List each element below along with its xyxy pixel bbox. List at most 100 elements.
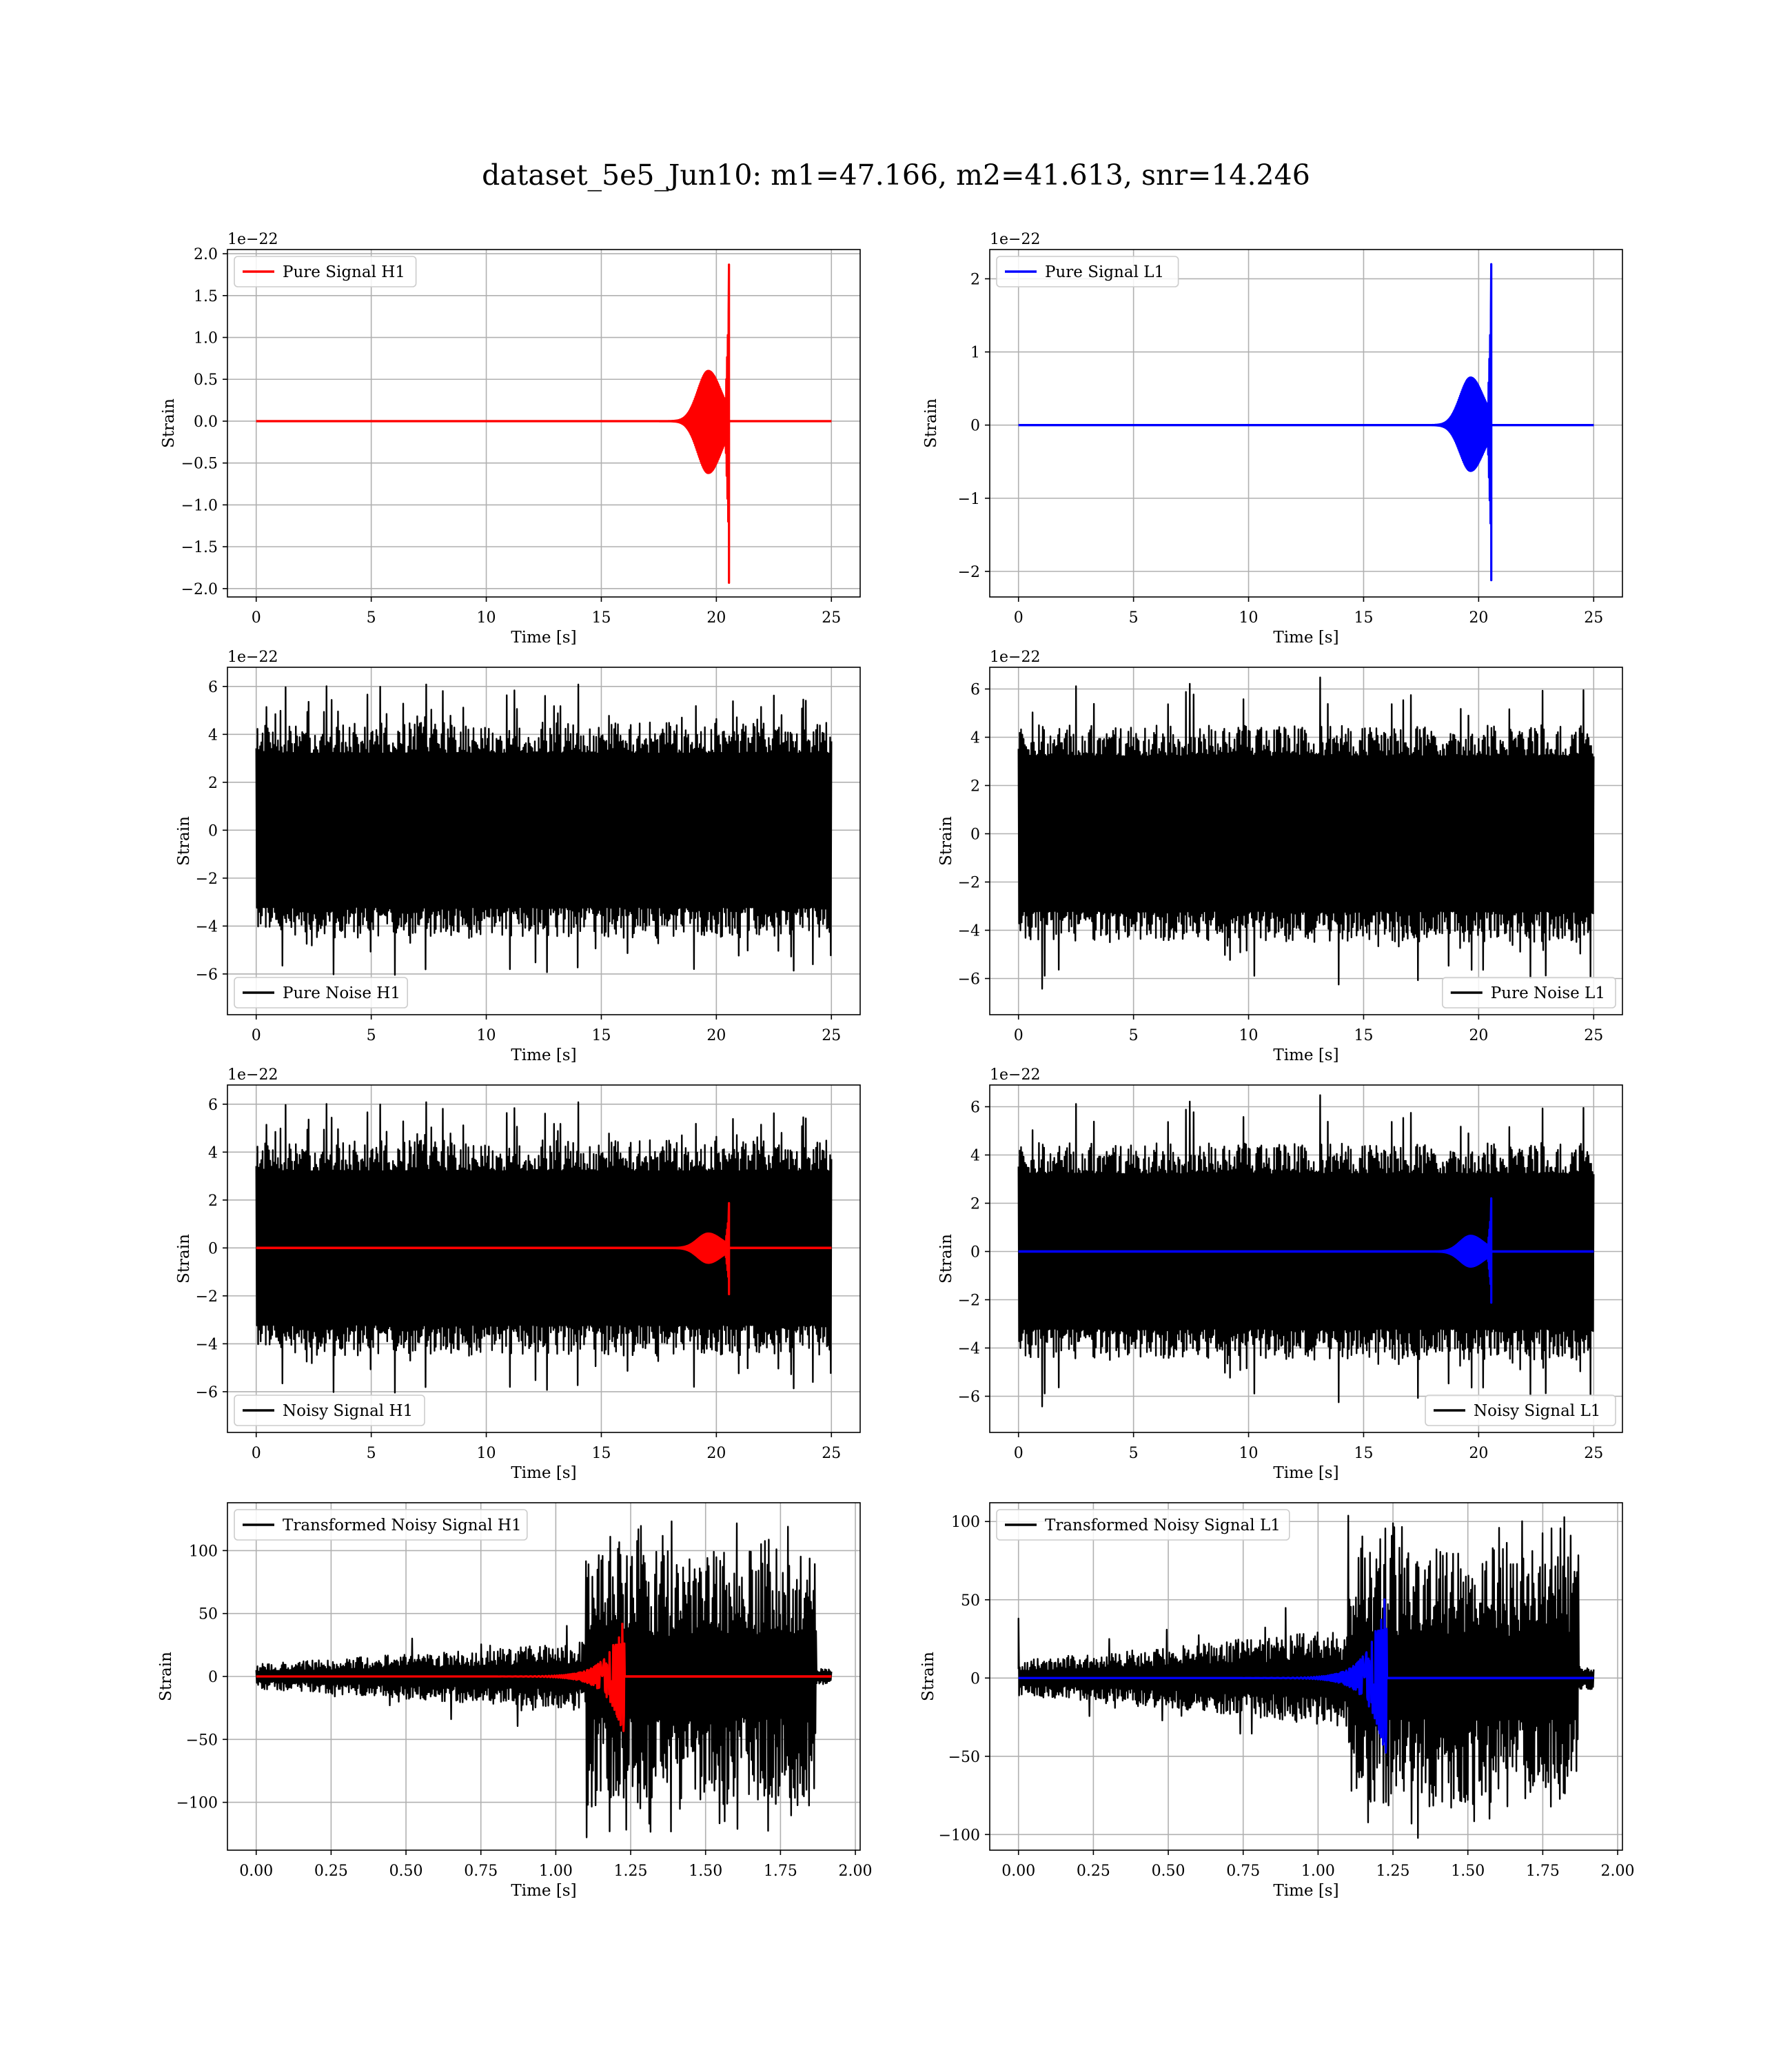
series-line-pure-noise-l1 — [1017, 676, 1595, 990]
y-offset-label: 1e−22 — [990, 1066, 1040, 1084]
x-tick-label: 1.75 — [1526, 1863, 1560, 1880]
series-line-noisy-signal-h1 — [255, 1101, 833, 1394]
y-tick-label: 6 — [208, 679, 218, 696]
legend-label: Pure Signal H1 — [283, 263, 405, 281]
y-tick-label: 2.0 — [194, 246, 218, 263]
x-tick-label: 0.00 — [1001, 1863, 1035, 1880]
legend: Noisy Signal H1 — [234, 1395, 425, 1426]
x-tick-label: 5 — [1129, 609, 1139, 627]
x-tick-label: 1.75 — [764, 1863, 797, 1880]
axes-frame — [989, 249, 1623, 598]
y-axis-label: Strain — [157, 1652, 175, 1701]
x-tick-label: 0.25 — [1077, 1863, 1110, 1880]
y-tick-label: 100 — [189, 1543, 218, 1560]
y-offset-label: 1e−22 — [227, 231, 278, 248]
legend: Transformed Noisy Signal H1 — [234, 1509, 528, 1541]
series-line-transformed-noisy-signal-l1 — [1017, 1514, 1595, 1839]
x-tick-label: 25 — [822, 609, 841, 627]
subplot-noisy-signal-h1: 0 5 10 15 20 25 −6 −4 −2 0 2 4 6 1e−22 Time [s] Strain N… — [175, 1066, 861, 1482]
x-tick-label: 2.00 — [839, 1863, 873, 1880]
plot-area — [1017, 676, 1595, 990]
subplot-grid: 0 5 10 15 20 25−2.0−1.5−1.0−0.50.00.51.01.52.… — [157, 231, 1635, 1900]
x-tick-label: 5 — [367, 1445, 376, 1462]
x-tick-label: 2.00 — [1601, 1863, 1635, 1880]
y-tick-label: −6 — [958, 1389, 980, 1406]
x-tick-label: 25 — [1584, 1445, 1603, 1462]
legend-box — [234, 1509, 528, 1541]
plot-area — [255, 1520, 833, 1838]
x-tick-label: 25 — [1584, 1027, 1603, 1044]
y-axis-label: Strain — [919, 1652, 937, 1701]
y-tick-label: −2 — [196, 1288, 218, 1306]
x-axis-label: Time [s] — [511, 629, 576, 647]
series-line-noisy-signal-l1 — [1017, 1094, 1595, 1408]
y-tick-label: 1 — [970, 345, 980, 362]
legend-label: Pure Noise H1 — [283, 984, 400, 1002]
series-line-pure-noise-h1 — [255, 683, 833, 976]
y-tick-label: 0 — [208, 1240, 218, 1257]
axes-frame — [227, 1084, 861, 1433]
plot-area — [1017, 263, 1595, 582]
legend-box — [996, 256, 1179, 287]
y-tick-label: 0.5 — [194, 372, 218, 389]
y-tick-label: −2.0 — [181, 581, 218, 598]
noise-core — [1018, 756, 1594, 911]
x-tick-label: 0 — [252, 1445, 261, 1462]
x-tick-label: 15 — [1354, 1027, 1373, 1044]
y-tick-label: 6 — [970, 682, 980, 699]
y-axis-label: Strain — [937, 816, 955, 866]
x-axis-label: Time [s] — [511, 1046, 576, 1064]
y-tick-label: 4 — [970, 1148, 980, 1165]
x-tick-label: 20 — [1469, 1027, 1488, 1044]
legend-label: Transformed Noisy Signal L1 — [1045, 1517, 1281, 1534]
noise-core — [256, 753, 832, 907]
legend-box — [234, 977, 408, 1008]
x-tick-label: 10 — [1239, 609, 1259, 627]
x-tick-label: 0.25 — [314, 1863, 348, 1880]
x-tick-label: 25 — [822, 1027, 841, 1044]
y-tick-label: 2 — [970, 778, 980, 795]
y-tick-label: −2 — [958, 875, 980, 892]
x-tick-label: 15 — [1354, 609, 1373, 627]
legend: Pure Noise H1 — [234, 977, 408, 1008]
y-tick-label: 50 — [961, 1592, 980, 1610]
plot-area — [1017, 1094, 1595, 1408]
legend-label: Noisy Signal L1 — [1474, 1402, 1600, 1420]
y-tick-label: 4 — [208, 1144, 218, 1162]
y-offset-label: 1e−22 — [990, 231, 1040, 248]
legend-label: Pure Noise L1 — [1491, 984, 1605, 1002]
y-tick-label: −2 — [958, 564, 980, 581]
y-tick-label: −4 — [196, 918, 218, 935]
x-tick-label: 1.25 — [614, 1863, 648, 1880]
x-tick-label: 1.25 — [1376, 1863, 1410, 1880]
subplot-transformed-noisy-signal-h1: 0.00 0.25 0.50 0.75 1.00 1.25 1.50 1.75 2.00 −100… — [157, 1502, 873, 1900]
x-tick-label: 1.00 — [1301, 1863, 1335, 1880]
y-tick-label: 4 — [970, 730, 980, 747]
y-tick-label: 6 — [208, 1097, 218, 1114]
plot-area — [1017, 1514, 1595, 1839]
y-tick-label: −6 — [196, 966, 218, 984]
y-tick-label: −2 — [196, 871, 218, 888]
y-axis-label: Strain — [175, 816, 193, 866]
x-tick-label: 0.50 — [389, 1863, 423, 1880]
y-tick-label: −0.5 — [181, 456, 218, 473]
x-tick-label: 5 — [367, 1027, 376, 1044]
legend-box — [234, 256, 417, 287]
legend-label: Pure Signal L1 — [1045, 263, 1164, 281]
x-tick-label: 1.00 — [539, 1863, 573, 1880]
y-tick-label: 4 — [208, 727, 218, 744]
y-tick-label: 0.0 — [194, 414, 218, 431]
subplot-pure-noise-h1: 0 5 10 15 20 25 −6 −4 −2 0 2 4 6 1e−22 Time [s] Strain P… — [175, 649, 861, 1064]
y-tick-label: 0 — [970, 1670, 980, 1687]
x-tick-label: 5 — [367, 609, 376, 627]
x-tick-label: 25 — [1584, 609, 1603, 627]
subplot-noisy-signal-l1: 0 5 10 15 20 25 −6 −4 −2 0 2 4 6 1e−22 Time [s] Strain N… — [937, 1066, 1623, 1482]
y-tick-label: 6 — [970, 1099, 980, 1117]
y-tick-label: 0 — [208, 822, 218, 840]
y-tick-label: 1.0 — [194, 330, 218, 347]
x-tick-label: 0.50 — [1152, 1863, 1185, 1880]
x-tick-label: 0 — [252, 1027, 261, 1044]
x-tick-label: 0.75 — [1226, 1863, 1260, 1880]
plot-area — [255, 263, 833, 584]
